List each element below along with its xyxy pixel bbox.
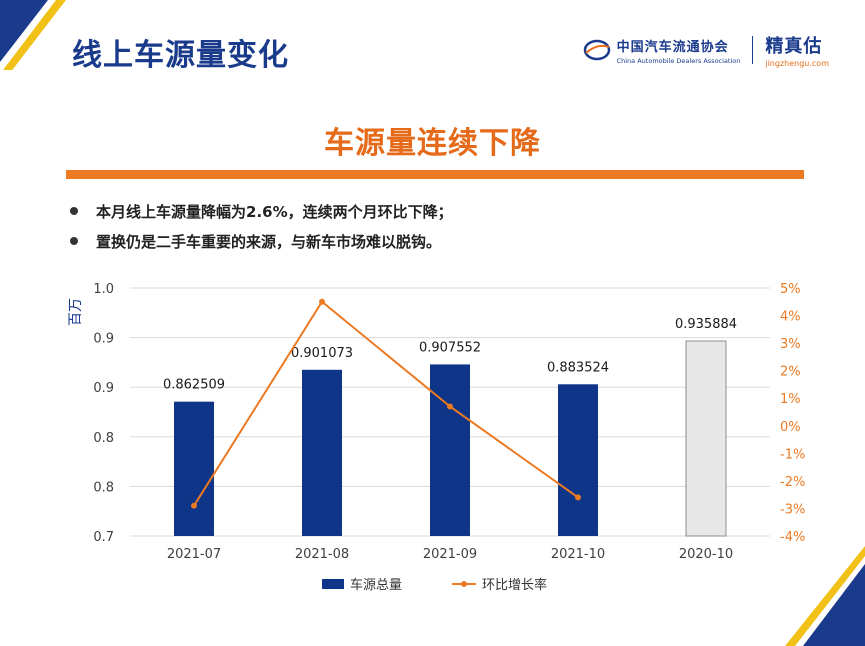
bar <box>174 401 214 536</box>
bar <box>558 384 598 536</box>
headline-underline <box>66 170 804 179</box>
brand-url: jingzhengu.com <box>765 59 829 68</box>
y-tick-label: 0.8 <box>93 480 114 495</box>
growth-rate-point <box>447 403 453 410</box>
brand-logo: 精真估 jingzhengu.com <box>765 32 829 68</box>
bullet-list: 本月线上车源量降幅为2.6%，连续两个月环比下降； 置换仍是二手车重要的来源，与… <box>70 196 453 256</box>
x-tick-label: 2021-08 <box>295 547 349 562</box>
legend-swatch-bar <box>322 579 344 589</box>
legend-label: 车源总量 <box>350 577 402 593</box>
corner-decoration-bottom-right <box>785 546 865 646</box>
y-tick-label: 1.0 <box>93 282 114 297</box>
y2-tick-label: 4% <box>780 310 801 325</box>
y2-tick-label: -2% <box>780 475 805 490</box>
y2-tick-label: -3% <box>780 502 805 517</box>
y-axis-title: 百万 <box>68 298 84 326</box>
growth-rate-point <box>191 502 197 509</box>
y2-tick-label: 5% <box>780 282 801 297</box>
growth-rate-line <box>193 300 579 507</box>
x-tick-label: 2021-09 <box>423 547 477 562</box>
legend-swatch-marker <box>461 581 467 587</box>
bar-data-label: 0.862509 <box>163 378 225 393</box>
x-tick-label: 2021-07 <box>167 547 221 562</box>
headline: 车源量连续下降 <box>324 126 541 161</box>
bar-data-label: 0.907552 <box>419 340 481 355</box>
growth-rate-point <box>575 494 581 501</box>
y-tick-label: 0.8 <box>93 431 114 446</box>
association-logo: 中国汽车流通协会 China Automobile Dealers Associ… <box>583 36 741 65</box>
y2-tick-label: -1% <box>780 447 805 462</box>
association-name-en: China Automobile Dealers Association <box>616 56 741 65</box>
bar-data-label: 0.901073 <box>291 346 353 361</box>
bullet-dot-icon <box>70 237 78 245</box>
bar-data-label: 0.883524 <box>547 360 609 375</box>
x-tick-label: 2021-10 <box>551 547 605 562</box>
brand-name-cn: 精真估 <box>765 36 823 57</box>
association-name-cn: 中国汽车流通协会 <box>616 39 729 55</box>
y2-tick-label: -4% <box>780 530 805 545</box>
logo-divider <box>752 36 754 64</box>
bar <box>430 364 470 536</box>
y2-tick-label: 1% <box>780 392 801 407</box>
legend-label: 环比增长率 <box>482 577 547 593</box>
y2-tick-label: 2% <box>780 365 801 380</box>
y-tick-label: 0.7 <box>93 530 114 545</box>
bar-data-label: 0.935884 <box>675 317 737 332</box>
y-tick-label: 0.9 <box>93 332 114 347</box>
bar <box>685 340 727 537</box>
bullet-item: 置换仍是二手车重要的来源，与新车市场难以脱钩。 <box>70 226 453 256</box>
bullet-text: 本月线上车源量降幅为2.6%，连续两个月环比下降； <box>96 202 453 221</box>
corner-decoration-top-left <box>0 0 66 70</box>
bullet-text: 置换仍是二手车重要的来源，与新车市场难以脱钩。 <box>96 232 442 251</box>
page-title: 线上车源量变化 <box>72 38 289 73</box>
bar <box>302 369 342 536</box>
x-tick-label: 2020-10 <box>679 547 733 562</box>
logo-group: 中国汽车流通协会 China Automobile Dealers Associ… <box>583 32 829 68</box>
bullet-item: 本月线上车源量降幅为2.6%，连续两个月环比下降； <box>70 196 453 226</box>
y-tick-label: 0.9 <box>93 381 114 396</box>
association-emblem-icon <box>583 39 610 61</box>
bullet-dot-icon <box>70 207 78 215</box>
growth-rate-point <box>319 298 325 305</box>
y2-tick-label: 3% <box>780 337 801 352</box>
y2-tick-label: 0% <box>780 420 801 435</box>
